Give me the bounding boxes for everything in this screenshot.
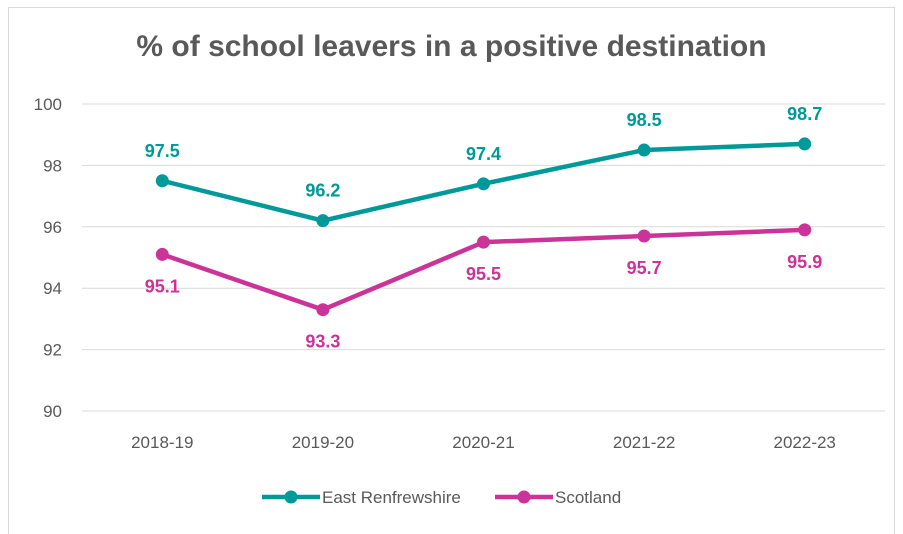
legend-label: East Renfrewshire: [322, 488, 461, 507]
data-point: [637, 143, 651, 157]
data-label: 95.9: [787, 252, 822, 272]
data-label: 98.7: [787, 104, 822, 124]
legend-label: Scotland: [555, 488, 621, 507]
x-tick-label: 2020-21: [452, 433, 514, 452]
data-label: 95.7: [627, 258, 662, 278]
data-label: 95.5: [466, 264, 501, 284]
x-tick-label: 2022-23: [774, 433, 836, 452]
data-label: 95.1: [145, 276, 180, 296]
y-tick-label: 92: [43, 341, 62, 360]
y-tick-label: 98: [43, 156, 62, 175]
data-label: 97.5: [145, 141, 180, 161]
data-point: [637, 229, 651, 243]
legend-marker: [517, 490, 531, 504]
data-point: [798, 137, 812, 151]
data-point: [316, 214, 330, 228]
chart-title: % of school leavers in a positive destin…: [136, 30, 767, 63]
data-label: 97.4: [466, 144, 501, 164]
data-label: 93.3: [305, 332, 340, 352]
data-point: [316, 303, 330, 317]
x-tick-label: 2019-20: [292, 433, 354, 452]
y-tick-label: 94: [43, 279, 62, 298]
data-point: [477, 235, 490, 249]
chart-frame: [8, 7, 895, 534]
x-tick-label: 2018-19: [131, 433, 193, 452]
data-point: [798, 223, 812, 237]
x-tick-label: 2021-22: [613, 433, 675, 452]
data-label: 98.5: [627, 110, 662, 130]
data-label: 96.2: [305, 181, 340, 201]
data-point: [155, 174, 169, 188]
data-point: [477, 177, 490, 191]
y-tick-label: 96: [43, 218, 62, 237]
y-tick-label: 100: [34, 95, 62, 114]
data-point: [155, 247, 169, 261]
y-tick-label: 90: [43, 402, 62, 421]
legend-marker: [284, 490, 298, 504]
